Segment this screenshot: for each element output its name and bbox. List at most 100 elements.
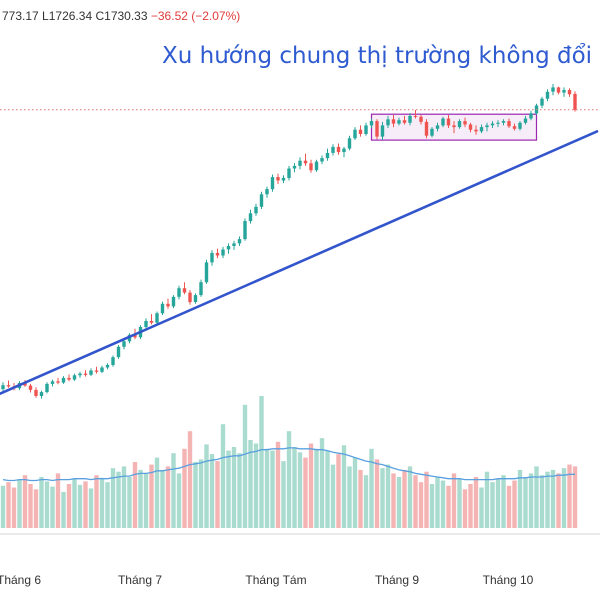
candle-body [133,334,137,338]
volume-bar [308,443,314,528]
volume-bar [517,469,523,528]
volume-bar [336,454,341,528]
volume-bar [385,464,391,528]
volume-bar [424,471,429,528]
candle-body [78,373,82,376]
candle-body [1,385,5,390]
volume-bar [220,424,226,528]
volume-bar [264,448,270,528]
candle [215,248,220,259]
candle [336,143,341,155]
candle [89,368,93,377]
candle-body [265,189,269,195]
volume-bar [534,466,539,528]
volume-bar [457,478,462,528]
candle-body [243,221,247,240]
candle [248,209,253,224]
candle-body [276,177,280,181]
candle [402,115,407,125]
candle [479,124,484,134]
candle [314,159,319,172]
candle [276,173,280,184]
candle-body [562,90,566,93]
volume-bar [270,450,275,528]
candle-body [413,115,418,117]
candle [309,159,313,173]
candle-body [573,93,577,110]
candle [56,377,60,385]
candle [545,89,550,102]
volume-bar [374,459,380,528]
volume-bar [435,477,440,528]
volume-bar [330,464,336,528]
candle [265,186,269,198]
candle-body [402,120,407,123]
candle [83,370,88,377]
candle [100,365,104,374]
candle-body [100,367,104,372]
volume-bar [259,396,264,528]
candle [573,91,577,112]
candle-body [397,120,401,124]
ohlc-close-value: 1730.33 [104,9,148,23]
candle-body [122,341,126,347]
candle-body [281,177,286,181]
candle [358,125,363,137]
candle-body [518,122,522,129]
volume-bar [567,464,572,528]
candle [424,119,429,139]
candle [182,282,187,295]
volume-bar [539,475,545,528]
volume-bar [495,478,501,528]
volume-bar [22,475,28,528]
candle [188,290,192,305]
candle-body [105,364,110,368]
volume-bar [72,478,77,528]
volume-bar [17,479,22,528]
candle-body [39,392,44,396]
candle [342,146,346,158]
candle [160,301,165,315]
candle [149,314,154,325]
volume-bar [275,441,281,528]
candle-body [34,389,38,396]
candle [199,279,203,297]
candle-body [226,246,231,250]
volume-bar [358,469,363,528]
ohlc-low-label: L [42,9,49,23]
candle [512,123,517,131]
candle [325,148,330,161]
candle [243,218,247,241]
volume-bar [94,475,99,528]
x-tick-label: Tháng 6 [0,573,41,587]
chart-headline: Xu hướng chung thị trường không đổi [162,43,593,69]
volume-bar [440,480,446,528]
candle-body [177,288,181,297]
x-tick-label: Tháng 9 [375,573,419,587]
candle [45,382,49,394]
candle [435,122,440,132]
candle [529,110,533,121]
volume-bar [83,481,88,528]
volume-bar [446,485,451,528]
candle [221,246,225,259]
volume-bar [132,462,138,528]
candle [556,86,561,95]
volume-bar [572,466,578,528]
candle-body [254,206,258,214]
candle-body [23,383,27,386]
candle [347,135,352,151]
candle [364,122,368,136]
candle-body [490,123,495,126]
x-tick-label: Tháng 7 [118,573,162,587]
candle-body [331,146,335,153]
candle-body [463,121,467,125]
volume-bar [6,482,11,528]
candle [67,374,71,382]
candle [122,339,126,350]
candle-body [375,121,379,137]
volume-bar [149,464,154,528]
candle-body [56,381,60,383]
candle [375,119,379,140]
